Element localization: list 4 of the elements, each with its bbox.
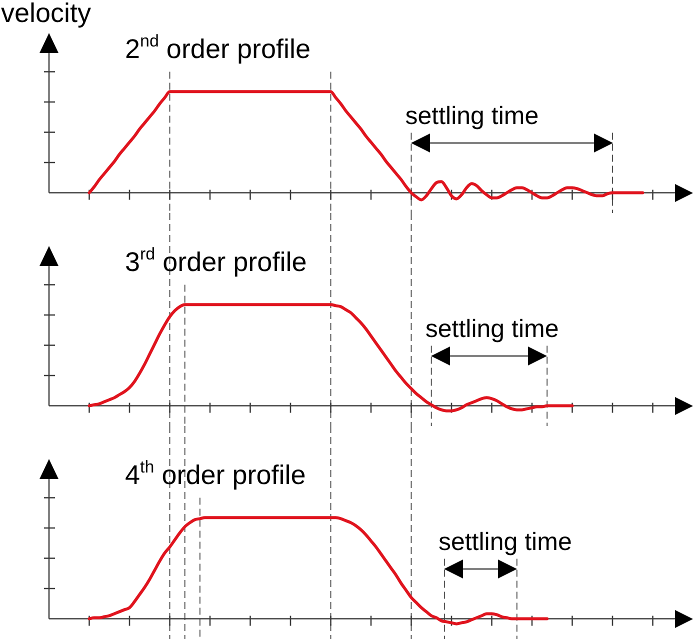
annotation: settling time [438,528,572,556]
annotation: settling time [425,314,559,343]
y-axis-title: velocity [1,0,92,28]
annotation: settling time [405,102,539,130]
